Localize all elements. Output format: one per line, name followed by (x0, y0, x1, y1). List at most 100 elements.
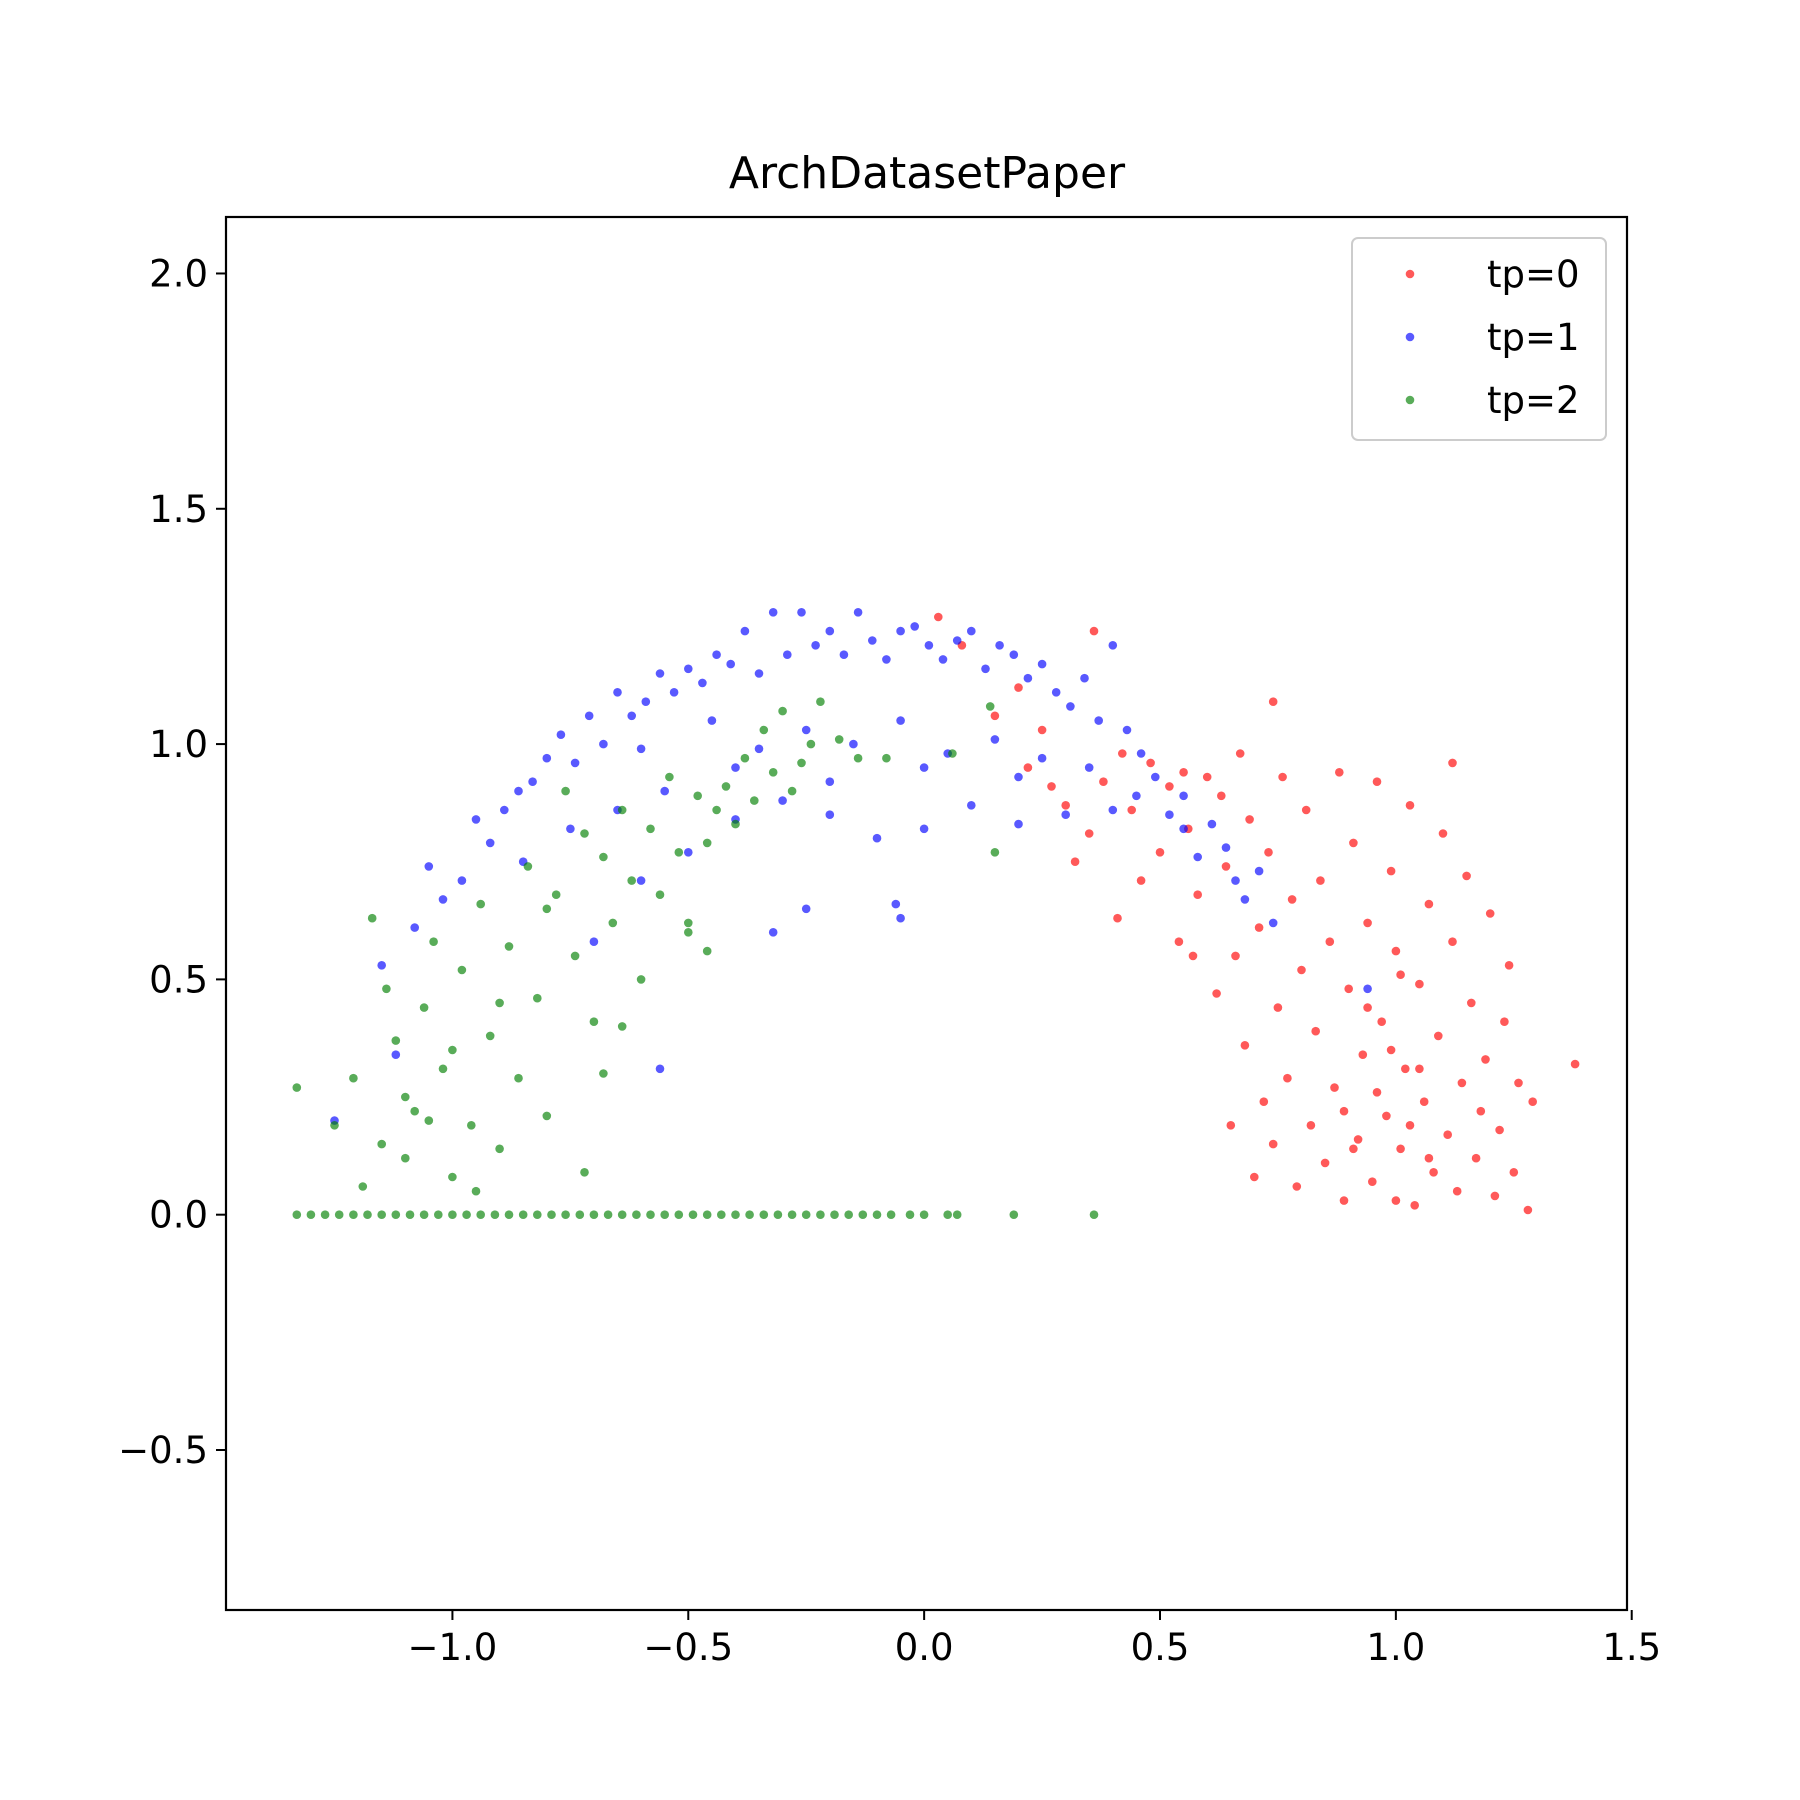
data-point (434, 1210, 443, 1219)
data-point (599, 739, 608, 749)
legend-marker (1405, 395, 1415, 405)
data-point (1424, 1153, 1434, 1163)
data-point (1316, 876, 1325, 885)
data-point (1500, 1017, 1509, 1026)
data-point (787, 1210, 797, 1219)
data-point (1292, 1182, 1302, 1191)
data-point (1297, 965, 1306, 975)
data-point (1339, 1106, 1349, 1116)
data-point (608, 918, 618, 928)
data-point (1165, 782, 1174, 791)
data-point (825, 777, 835, 786)
data-point (702, 1210, 712, 1219)
data-point (1179, 768, 1188, 777)
x-tick-label: 0.5 (1131, 1626, 1190, 1669)
data-point (514, 786, 523, 796)
data-point (952, 1210, 962, 1219)
data-point (1448, 758, 1457, 768)
data-point (759, 725, 769, 735)
data-point (410, 1106, 420, 1116)
data-point (1457, 1078, 1467, 1088)
data-point (768, 768, 778, 777)
data-point (448, 1172, 457, 1182)
data-point (636, 744, 646, 754)
data-point (292, 1083, 302, 1092)
data-point (627, 711, 636, 721)
data-point (787, 786, 797, 796)
data-point (1386, 1045, 1396, 1055)
data-point (518, 1210, 528, 1219)
data-point (457, 876, 467, 885)
x-tick-label: −0.5 (643, 1626, 733, 1669)
data-point (674, 848, 684, 857)
data-point (712, 650, 721, 659)
data-point (1434, 1031, 1443, 1041)
data-point (1014, 772, 1023, 782)
legend-label: tp=0 (1487, 253, 1580, 296)
legend: tp=0 tp=1 tp=2 (1351, 237, 1607, 441)
data-point (1245, 815, 1254, 824)
data-point (731, 763, 740, 772)
data-point (853, 608, 863, 617)
data-point (1415, 1064, 1424, 1074)
data-point (424, 862, 434, 871)
data-point (1226, 1121, 1236, 1130)
data-point (1372, 1088, 1382, 1097)
data-point (981, 664, 990, 674)
data-point (533, 993, 542, 1003)
data-point (754, 669, 764, 678)
x-tick-label: 1.5 (1602, 1626, 1661, 1669)
data-point (1509, 1168, 1519, 1177)
data-point (1108, 641, 1118, 650)
data-point (896, 626, 905, 636)
data-point (636, 975, 646, 984)
data-point (363, 1210, 372, 1219)
data-point (702, 838, 712, 848)
data-point (684, 928, 693, 937)
data-point (476, 1210, 486, 1219)
data-point (717, 1210, 726, 1219)
data-point (1118, 749, 1127, 758)
data-point (617, 1210, 627, 1219)
data-point (1094, 716, 1103, 725)
data-point (773, 1210, 783, 1219)
data-point (665, 772, 674, 782)
y-axis: −0.5 0.0 0.5 1.0 1.5 2.0 (118, 252, 226, 1472)
data-point (1268, 1139, 1278, 1149)
data-point (1424, 899, 1434, 909)
data-point (292, 1210, 302, 1219)
data-point (471, 815, 481, 824)
data-point (1268, 697, 1278, 706)
data-point (419, 1003, 429, 1012)
data-point (627, 876, 636, 885)
data-point (1089, 626, 1099, 636)
data-point (424, 1116, 434, 1125)
data-point (1014, 683, 1023, 692)
data-point (1372, 777, 1382, 786)
data-point (1301, 805, 1311, 815)
data-point (636, 876, 646, 885)
data-point (1287, 895, 1297, 904)
data-point (825, 626, 835, 636)
data-point (1353, 1135, 1363, 1144)
data-point (1250, 1172, 1259, 1182)
data-point (1335, 768, 1344, 777)
data-point (1278, 772, 1287, 782)
data-point (1415, 979, 1424, 989)
data-point (599, 852, 608, 862)
data-point (990, 848, 1000, 857)
data-point (834, 735, 844, 744)
data-point (1476, 1106, 1486, 1116)
data-point (1231, 951, 1240, 961)
data-point (801, 1210, 811, 1219)
data-point (495, 1144, 504, 1154)
data-point (1485, 909, 1495, 918)
data-point (938, 655, 948, 664)
y-tick-label: 1.5 (149, 488, 208, 531)
legend-label: tp=2 (1487, 379, 1580, 422)
data-point (669, 688, 679, 697)
data-point (750, 796, 759, 805)
data-point (702, 946, 712, 956)
data-point (561, 1210, 570, 1219)
data-point (419, 1210, 429, 1219)
